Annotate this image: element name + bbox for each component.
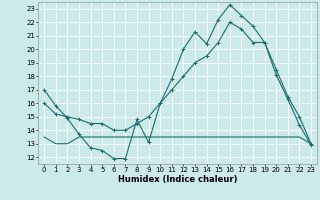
- X-axis label: Humidex (Indice chaleur): Humidex (Indice chaleur): [118, 175, 237, 184]
